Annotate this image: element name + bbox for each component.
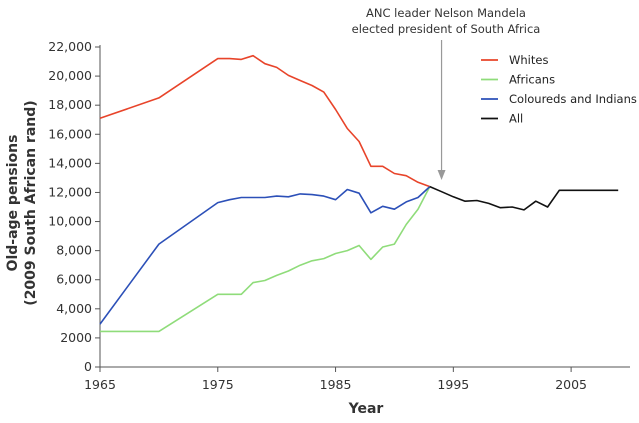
x-tick-label: 1985 xyxy=(320,377,352,392)
y-tick-label: 22,000 xyxy=(48,39,92,54)
y-axis-title: Old-age pensions (2009 South African ran… xyxy=(5,100,39,305)
legend: Whites Africans Coloureds and Indians All xyxy=(481,53,637,126)
mandela-annotation: ANC leader Nelson Mandela elected presid… xyxy=(352,6,541,180)
x-tick-label: 2005 xyxy=(555,377,587,392)
legend-label-coloureds-and-indians: Coloureds and Indians xyxy=(509,92,637,106)
y-tick-label: 6,000 xyxy=(56,272,92,287)
series-line-all xyxy=(429,185,619,211)
legend-label-all: All xyxy=(509,112,523,126)
series-line-coloureds-and-indians xyxy=(99,186,431,325)
series-lines xyxy=(99,54,619,333)
legend-label-africans: Africans xyxy=(509,73,555,87)
y-tick-label: 4,000 xyxy=(56,301,92,316)
y-tick-label: 2000 xyxy=(60,330,92,345)
y-tick-label: 14,000 xyxy=(48,155,92,170)
axes: 0 2000 4,000 6,000 8,000 10,000 12,000 14,000 16… xyxy=(48,39,630,392)
series-line-africans xyxy=(100,186,431,333)
y-tick-label: 16,000 xyxy=(48,126,92,141)
x-tick-label: 1995 xyxy=(437,377,469,392)
x-tick-label: 1965 xyxy=(84,377,116,392)
y-axis-title-line-2: (2009 South African rand) xyxy=(23,100,39,305)
annotation-arrowhead xyxy=(437,170,446,180)
annotation-line-1: ANC leader Nelson Mandela xyxy=(366,6,526,20)
y-tick-label: 20,000 xyxy=(48,68,92,83)
y-tick-label: 12,000 xyxy=(48,184,92,199)
x-axis-title: Year xyxy=(348,401,384,417)
y-tick-label: 18,000 xyxy=(48,97,92,112)
annotation-line-2: elected president of South Africa xyxy=(352,22,541,36)
y-tick-label: 10,000 xyxy=(48,214,92,229)
legend-label-whites: Whites xyxy=(509,53,548,67)
y-tick-label: 8,000 xyxy=(56,243,92,258)
y-tick-label: 0 xyxy=(84,359,92,374)
y-axis-title-line-1: Old-age pensions xyxy=(5,135,21,272)
series-line-whites xyxy=(99,54,431,188)
x-tick-label: 1975 xyxy=(202,377,234,392)
